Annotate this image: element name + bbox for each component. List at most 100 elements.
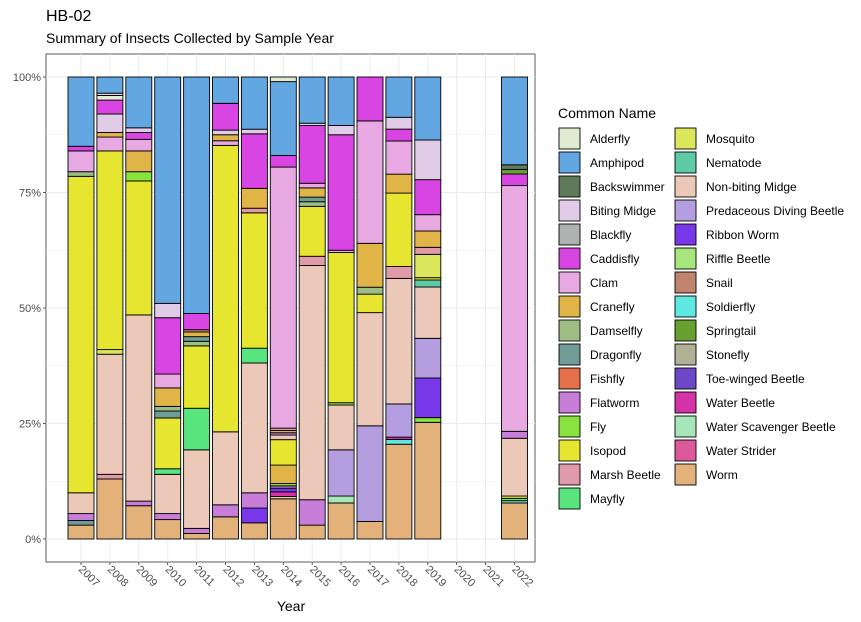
bar-segment-2014-clam <box>269 166 297 429</box>
bar-segment-2011-caddisfly <box>183 313 211 331</box>
bar-segment-2013-amphipod <box>240 76 268 130</box>
x-tick-label: 2007 <box>76 564 102 590</box>
legend-label: Fly <box>590 420 606 434</box>
chart-subtitle: Summary of Insects Collected by Sample Y… <box>46 30 334 46</box>
bar-segment-2014-worm <box>269 498 297 540</box>
legend-swatch <box>558 295 581 318</box>
bar-segment-2007-caddisfly <box>67 145 95 152</box>
legend-swatch <box>674 391 697 414</box>
legend-item-water-scavenger-beetle: Water Scavenger Beetle <box>674 415 836 438</box>
x-tick-label: 2012 <box>220 564 246 590</box>
x-tick-label: 2021 <box>480 564 506 590</box>
bar-segment-2013-non-biting-midge <box>240 362 268 494</box>
legend-swatch <box>558 487 581 510</box>
bar-segment-2010-non-biting-midge <box>154 473 182 515</box>
bar-segment-2009-flatworm <box>125 500 153 507</box>
bar-segment-2009-non-biting-midge <box>125 314 153 502</box>
bar-segment-2016-worm <box>327 502 355 540</box>
bar-segment-2008-amphipod <box>96 76 124 94</box>
bar-segment-2009-clam <box>125 138 153 152</box>
bar-segment-2018-caddisfly <box>385 128 413 142</box>
bar-segment-2010-dragonfly <box>154 410 182 419</box>
bar-segment-2014-cranefly <box>269 464 297 485</box>
legend-swatch <box>674 415 697 438</box>
legend-label: Riffle Beetle <box>706 252 771 266</box>
x-axis-ticks: 2007 2008 2009 2010 2011 2012 2013 2014 2015 2016… <box>76 562 535 589</box>
bar-2016 <box>327 76 355 540</box>
bar-segment-2018-isopod <box>385 192 413 267</box>
bar-segment-2015-caddisfly <box>298 125 326 184</box>
bar-segment-2019-biting-midge <box>414 139 442 181</box>
legend-swatch <box>674 343 697 366</box>
legend-swatch <box>558 199 581 222</box>
legend-swatch <box>674 439 697 462</box>
bar-segment-2018-worm <box>385 443 413 540</box>
legend-item-non-biting-midge: Non-biting Midge <box>674 175 797 198</box>
legend-label: Nematode <box>706 156 762 170</box>
x-tick-label: 2011 <box>191 564 216 589</box>
bar-segment-2012-clam <box>212 140 239 146</box>
bar-segment-2011-non-biting-midge <box>183 449 211 529</box>
legend-swatch <box>674 319 697 342</box>
bar-segment-2008-non-biting-midge <box>96 353 124 475</box>
bar-segment-2011-cranefly <box>183 331 211 338</box>
bar-segment-2014-non-biting-midge <box>269 434 297 441</box>
bar-segment-2016-predaceous-diving-beetle <box>327 449 355 497</box>
bar-2011 <box>183 76 211 540</box>
bar-segment-2018-non-biting-midge <box>385 277 413 405</box>
bar-segment-2019-amphipod <box>414 76 442 141</box>
legend-swatch <box>558 391 581 414</box>
bar-2014 <box>269 76 297 540</box>
legend-item-mosquito: Mosquito <box>674 127 755 150</box>
bar-segment-2013-isopod <box>240 212 268 349</box>
legend-item-backswimmer: Backswimmer <box>558 175 665 198</box>
bar-segment-2010-isopod <box>154 417 182 470</box>
legend-swatch <box>558 463 581 486</box>
bar-segment-2008-mosquito <box>96 349 124 355</box>
bar-segment-2018-biting-midge <box>385 116 413 130</box>
bar-segment-2018-soldierfly <box>385 439 413 445</box>
legend-item-amphipod: Amphipod <box>558 151 644 174</box>
legend-item-fishfly: Fishfly <box>558 367 625 390</box>
legend-item-dragonfly: Dragonfly <box>558 343 641 366</box>
legend-label: Springtail <box>706 324 756 338</box>
bar-segment-2010-amphipod <box>154 76 182 304</box>
bar-segment-2019-cranefly <box>414 230 442 248</box>
legend-item-stonefly: Stonefly <box>674 343 749 366</box>
bar-2008 <box>96 76 124 540</box>
bar-segment-2017-caddisfly <box>356 76 384 122</box>
legend-swatch <box>558 367 581 390</box>
legend-swatch <box>674 247 697 270</box>
bar-segment-2007-worm <box>67 524 95 540</box>
bar-2010 <box>154 76 182 540</box>
legend-label: Water Scavenger Beetle <box>706 420 836 434</box>
bar-segment-2015-marsh-beetle <box>298 255 326 266</box>
bar-segment-2012-caddisfly <box>212 102 239 131</box>
bar-segment-2017-clam <box>356 120 384 244</box>
legend-swatch <box>558 127 581 150</box>
legend-swatch <box>558 343 581 366</box>
bar-segment-2007-non-biting-midge <box>67 492 95 515</box>
bar-segment-2011-isopod <box>183 345 211 409</box>
bar-segment-2010-clam <box>154 373 182 389</box>
legend-swatch <box>558 151 581 174</box>
bar-segment-2015-cranefly <box>298 187 326 198</box>
legend-item-water-strider: Water Strider <box>674 439 776 462</box>
bar-segment-2016-amphipod <box>327 76 355 126</box>
bar-2009 <box>125 76 153 540</box>
legend-swatch <box>674 151 697 174</box>
bar-segment-2009-caddisfly <box>125 131 153 140</box>
bar-segment-2013-ribbon-worm <box>240 507 268 524</box>
bar-segment-2012-amphipod <box>212 76 239 104</box>
bar-segment-2016-biting-midge <box>327 125 355 136</box>
y-tick-label: 0% <box>25 534 41 546</box>
legend-swatch <box>558 223 581 246</box>
bar-segment-2019-worm <box>414 421 442 540</box>
bar-segment-2007-isopod <box>67 175 95 494</box>
bar-2018 <box>385 76 413 540</box>
bar-segment-2007-damselfly <box>67 171 95 177</box>
bar-segment-2009-isopod <box>125 180 153 316</box>
bar-segment-2008-alderfly <box>96 95 124 101</box>
legend-label: Predaceous Diving Beetle <box>706 204 844 218</box>
